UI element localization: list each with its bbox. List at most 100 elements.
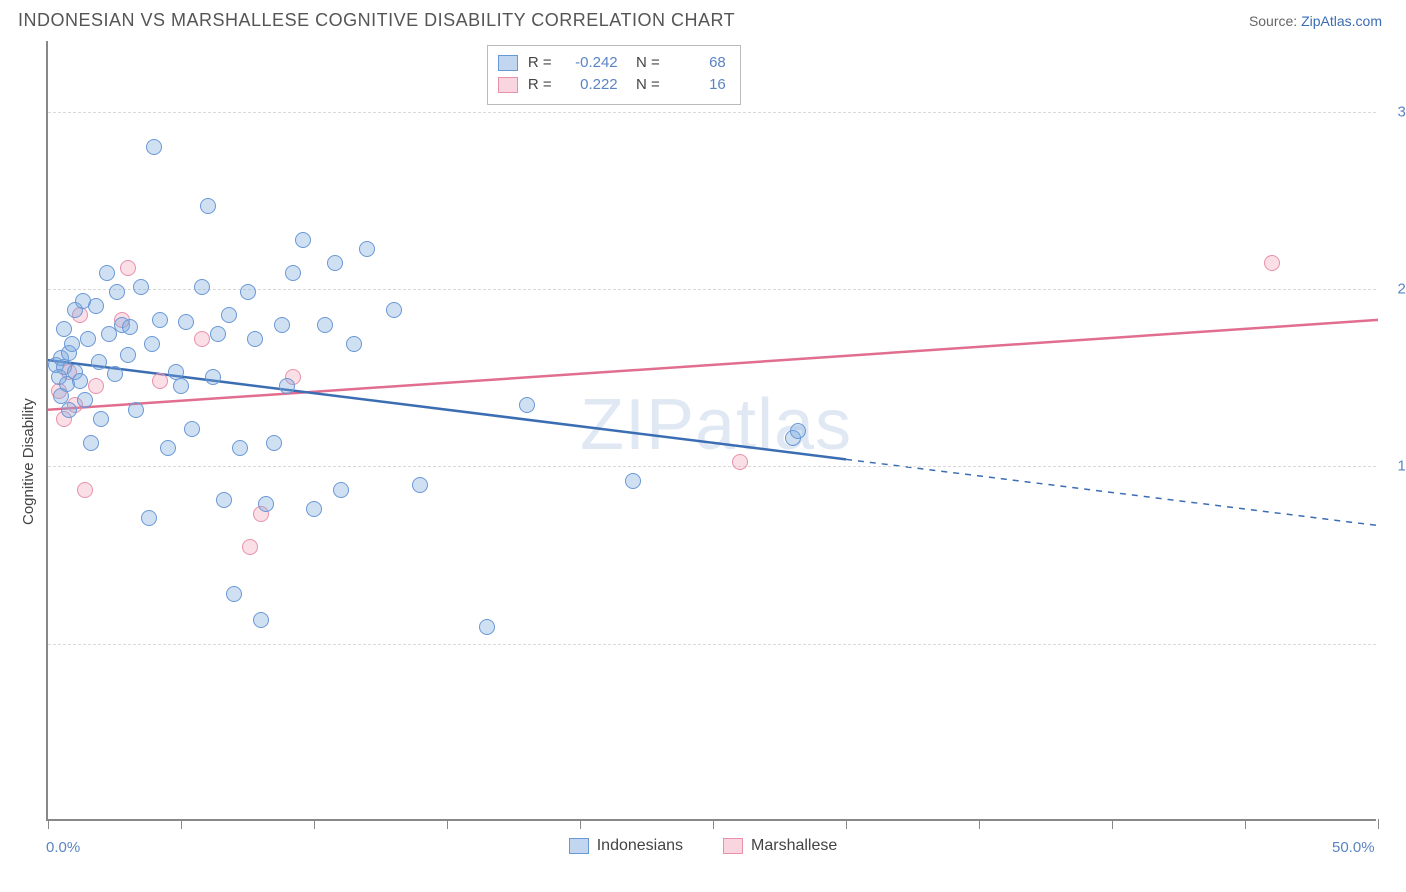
data-point (107, 366, 123, 382)
data-point (77, 482, 93, 498)
chart-header: INDONESIAN VS MARSHALLESE COGNITIVE DISA… (0, 0, 1406, 37)
data-point (266, 435, 282, 451)
data-point (120, 347, 136, 363)
data-point (91, 354, 107, 370)
data-point (221, 307, 237, 323)
y-tick-label: 30.0% (1384, 103, 1406, 120)
data-point (144, 336, 160, 352)
series-legend: Indonesians Marshallese (18, 837, 1388, 855)
data-point (77, 392, 93, 408)
n-label: N = (628, 74, 660, 96)
legend-item-indonesians: Indonesians (569, 837, 683, 855)
swatch-icon (498, 55, 518, 71)
data-point (83, 435, 99, 451)
data-point (285, 265, 301, 281)
x-tick-mark (1378, 819, 1379, 829)
x-tick-label: 50.0% (1332, 839, 1375, 856)
data-point (258, 496, 274, 512)
data-point (247, 331, 263, 347)
y-tick-label: 7.5% (1384, 635, 1406, 652)
data-point (732, 454, 748, 470)
source-link[interactable]: ZipAtlas.com (1301, 13, 1382, 29)
data-point (146, 139, 162, 155)
trend-lines-layer (48, 41, 1378, 821)
data-point (625, 473, 641, 489)
data-point (1264, 255, 1280, 271)
data-point (99, 265, 115, 281)
legend-label: Marshallese (751, 837, 837, 855)
source-attribution: Source: ZipAtlas.com (1249, 13, 1382, 29)
gridline (48, 644, 1376, 645)
data-point (168, 364, 184, 380)
data-point (93, 411, 109, 427)
data-point (72, 373, 88, 389)
data-point (141, 510, 157, 526)
legend-item-marshallese: Marshallese (723, 837, 837, 855)
data-point (790, 423, 806, 439)
data-point (216, 492, 232, 508)
chart-container: ZIPatlas R = -0.242 N = 68 R = 0.222 N =… (18, 41, 1388, 821)
x-tick-mark (1112, 819, 1113, 829)
data-point (240, 284, 256, 300)
data-point (205, 369, 221, 385)
data-point (359, 241, 375, 257)
data-point (412, 477, 428, 493)
data-point (64, 336, 80, 352)
data-point (88, 298, 104, 314)
x-tick-mark (713, 819, 714, 829)
x-tick-mark (314, 819, 315, 829)
data-point (194, 331, 210, 347)
x-tick-mark (181, 819, 182, 829)
gridline (48, 112, 1376, 113)
data-point (152, 312, 168, 328)
x-tick-mark (447, 819, 448, 829)
data-point (333, 482, 349, 498)
x-tick-mark (580, 819, 581, 829)
data-point (194, 279, 210, 295)
data-point (184, 421, 200, 437)
data-point (120, 260, 136, 276)
data-point (80, 331, 96, 347)
data-point (242, 539, 258, 555)
data-point (200, 198, 216, 214)
data-point (226, 586, 242, 602)
data-point (152, 373, 168, 389)
swatch-icon (569, 838, 589, 854)
data-point (232, 440, 248, 456)
data-point (346, 336, 362, 352)
y-tick-label: 15.0% (1384, 458, 1406, 475)
data-point (274, 317, 290, 333)
data-point (306, 501, 322, 517)
data-point (519, 397, 535, 413)
chart-title: INDONESIAN VS MARSHALLESE COGNITIVE DISA… (18, 10, 735, 31)
x-tick-label: 0.0% (46, 839, 80, 856)
data-point (327, 255, 343, 271)
gridline (48, 466, 1376, 467)
legend-label: Indonesians (597, 837, 683, 855)
data-point (109, 284, 125, 300)
n-value: 68 (670, 52, 726, 74)
data-point (128, 402, 144, 418)
data-point (210, 326, 226, 342)
data-point (386, 302, 402, 318)
stats-row-marshallese: R = 0.222 N = 16 (498, 74, 726, 96)
watermark: ZIPatlas (580, 384, 852, 466)
scatter-plot-area: ZIPatlas R = -0.242 N = 68 R = 0.222 N =… (46, 41, 1376, 821)
y-axis-label: Cognitive Disability (20, 398, 37, 525)
data-point (178, 314, 194, 330)
correlation-stats-box: R = -0.242 N = 68 R = 0.222 N = 16 (487, 45, 741, 105)
n-value: 16 (670, 74, 726, 96)
n-label: N = (628, 52, 660, 74)
r-value: 0.222 (562, 74, 618, 96)
r-label: R = (528, 52, 552, 74)
data-point (88, 378, 104, 394)
x-tick-mark (1245, 819, 1246, 829)
data-point (160, 440, 176, 456)
x-tick-mark (846, 819, 847, 829)
x-tick-mark (48, 819, 49, 829)
data-point (253, 612, 269, 628)
x-tick-mark (979, 819, 980, 829)
r-label: R = (528, 74, 552, 96)
r-value: -0.242 (562, 52, 618, 74)
y-tick-label: 22.5% (1384, 281, 1406, 298)
